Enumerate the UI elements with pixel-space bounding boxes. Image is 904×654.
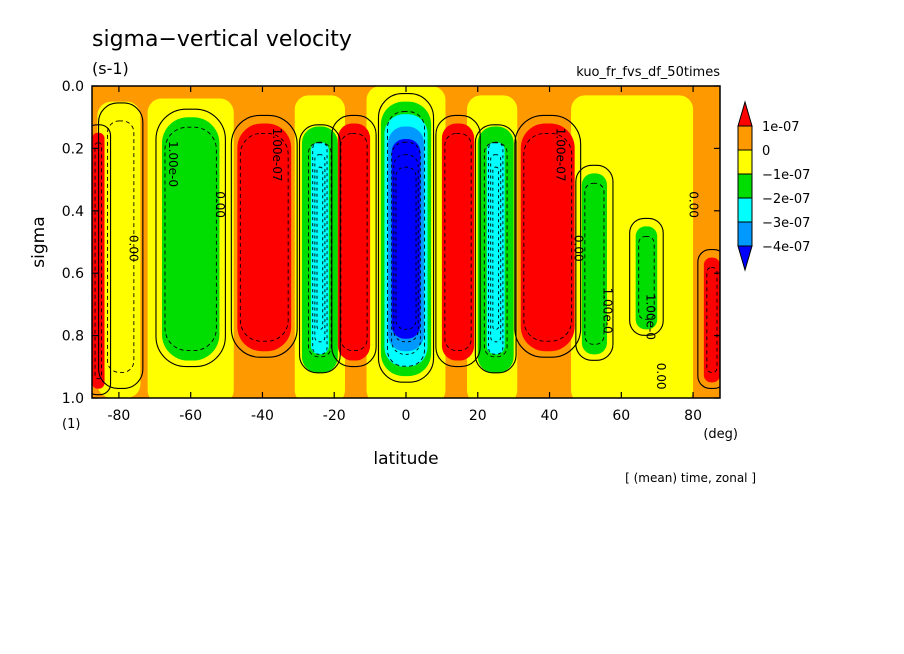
contour-line-dashed — [638, 235, 655, 320]
contour-line-dashed — [483, 142, 508, 358]
contour-label: 0.00 — [213, 191, 227, 218]
field-band-negative — [161, 117, 220, 361]
field-band-strong-negative — [486, 142, 505, 355]
colorbar-swatch — [737, 173, 753, 199]
x-axis: -80 -60 -40 -20 0 20 40 60 80 — [107, 86, 702, 424]
colorbar: 1e-07 0 −1e-07 −2e-07 −3e-07 −4e-07 — [737, 100, 810, 272]
y-tick-label: 0.2 — [62, 141, 84, 157]
contour-label: 0.00 — [686, 191, 700, 218]
contour-line-dashed — [239, 132, 289, 342]
field-band-positive — [337, 123, 371, 361]
y-tick-label: 0.8 — [62, 329, 84, 345]
x-tick-label: -20 — [323, 408, 346, 424]
contour-line-dashed — [107, 120, 135, 373]
contour-line-dashed — [523, 132, 573, 342]
field-band-positive — [703, 257, 720, 383]
colorbar-swatch — [737, 245, 753, 272]
x-tick-label: -60 — [179, 408, 202, 424]
contour-line-dashed — [312, 141, 328, 355]
contour-line-dashed — [490, 154, 502, 343]
colorbar-label: −4e-07 — [762, 240, 810, 255]
x-tick-label: 80 — [684, 408, 702, 424]
colorbar-swatch — [737, 100, 753, 127]
contour-label: 1.00e-0 — [643, 294, 657, 340]
colorbar-label: 0 — [762, 144, 770, 159]
field-band-positive — [520, 123, 575, 352]
contour-line — [474, 124, 517, 374]
contour-line — [697, 249, 720, 389]
contour-lines — [92, 93, 720, 396]
footer-note: [ (mean) time, zonal ] — [625, 471, 756, 485]
contour-line-dashed — [393, 154, 419, 343]
x-axis-title: latitude — [373, 449, 438, 469]
contour-line-dashed — [444, 132, 472, 352]
contour-line-dashed — [308, 142, 332, 358]
field-band-strong-negative — [310, 142, 329, 355]
contour-line-dashed — [492, 166, 500, 330]
x-tick-label: 0 — [402, 408, 411, 424]
x-axis-unit: (deg) — [703, 427, 738, 442]
contour-line-dashed — [584, 182, 605, 345]
x-tick-label: 60 — [612, 408, 630, 424]
units-label: (s-1) — [92, 59, 129, 78]
y-tick-label: 0.0 — [62, 79, 84, 95]
x-tick-label: -40 — [251, 408, 274, 424]
contour-line — [331, 114, 377, 368]
colorbar-label: −3e-07 — [762, 216, 810, 231]
contour-line-dashed — [488, 141, 504, 355]
y-tick-label: 0.6 — [62, 266, 84, 282]
field-band-negative — [635, 226, 658, 330]
contour-line-dashed — [314, 154, 326, 343]
contour-line — [629, 217, 664, 336]
colorbar-swatch — [737, 197, 753, 223]
field-band-positive — [441, 123, 475, 361]
colorbar-label: −2e-07 — [762, 192, 810, 207]
x-tick-label: -80 — [107, 408, 130, 424]
contour-label: 1.00e-0 — [166, 141, 180, 187]
colorbar-label: −1e-07 — [762, 168, 810, 183]
x-tick-label: 40 — [541, 408, 559, 424]
contour-line-dashed — [391, 141, 421, 355]
contour-label: 1.00e-07 — [270, 128, 284, 182]
contour-label: 0.00 — [654, 363, 668, 390]
contour-line-dashed — [387, 111, 425, 367]
plot-area — [92, 86, 720, 398]
contour-line-dashed — [395, 166, 417, 330]
field-band — [104, 110, 137, 383]
contour-line — [575, 164, 614, 361]
colorbar-swatch — [737, 125, 753, 151]
field-band-positive — [237, 123, 292, 352]
chart-title: sigma−vertical velocity — [92, 27, 352, 52]
contour-line — [230, 114, 298, 358]
colorbar-swatch — [737, 149, 753, 175]
contour-label: 1.00e-0 — [600, 288, 614, 334]
colorbar-label: 1e-07 — [762, 120, 800, 135]
y-axis-unit: (1) — [62, 417, 80, 432]
colorbar-swatch — [737, 221, 753, 247]
y-tick-label: 0.4 — [62, 204, 84, 220]
contour-label: 1.00e-07 — [554, 128, 568, 182]
x-tick-label: 20 — [469, 408, 487, 424]
contour-line — [98, 102, 144, 389]
contour-label: 0.00 — [572, 235, 586, 262]
contour-line — [377, 93, 435, 383]
y-tick-label: 1.0 — [62, 391, 84, 407]
contour-line — [514, 114, 582, 358]
contour-label: 0.00 — [127, 235, 141, 262]
contour-line — [435, 114, 481, 368]
y-axis-title: sigma — [29, 216, 49, 267]
experiment-label: kuo_fr_fvs_df_50times — [576, 65, 720, 80]
y-axis: 0.0 0.2 0.4 0.6 0.8 1.0 — [62, 79, 720, 407]
contour-line-dashed — [706, 267, 718, 373]
field-band-strongest-negative — [391, 139, 421, 339]
contour-line-dashed — [316, 166, 324, 330]
field-band-negative — [581, 173, 607, 355]
contour-labels: 1.00e-0 0.00 0.00 1.00e-07 1.00e-07 0.00 1.00e… — [127, 128, 701, 390]
contour-line-dashed — [340, 132, 368, 352]
contour-line — [155, 108, 226, 368]
contour-line — [298, 124, 341, 374]
contour-line-dashed — [164, 126, 217, 352]
